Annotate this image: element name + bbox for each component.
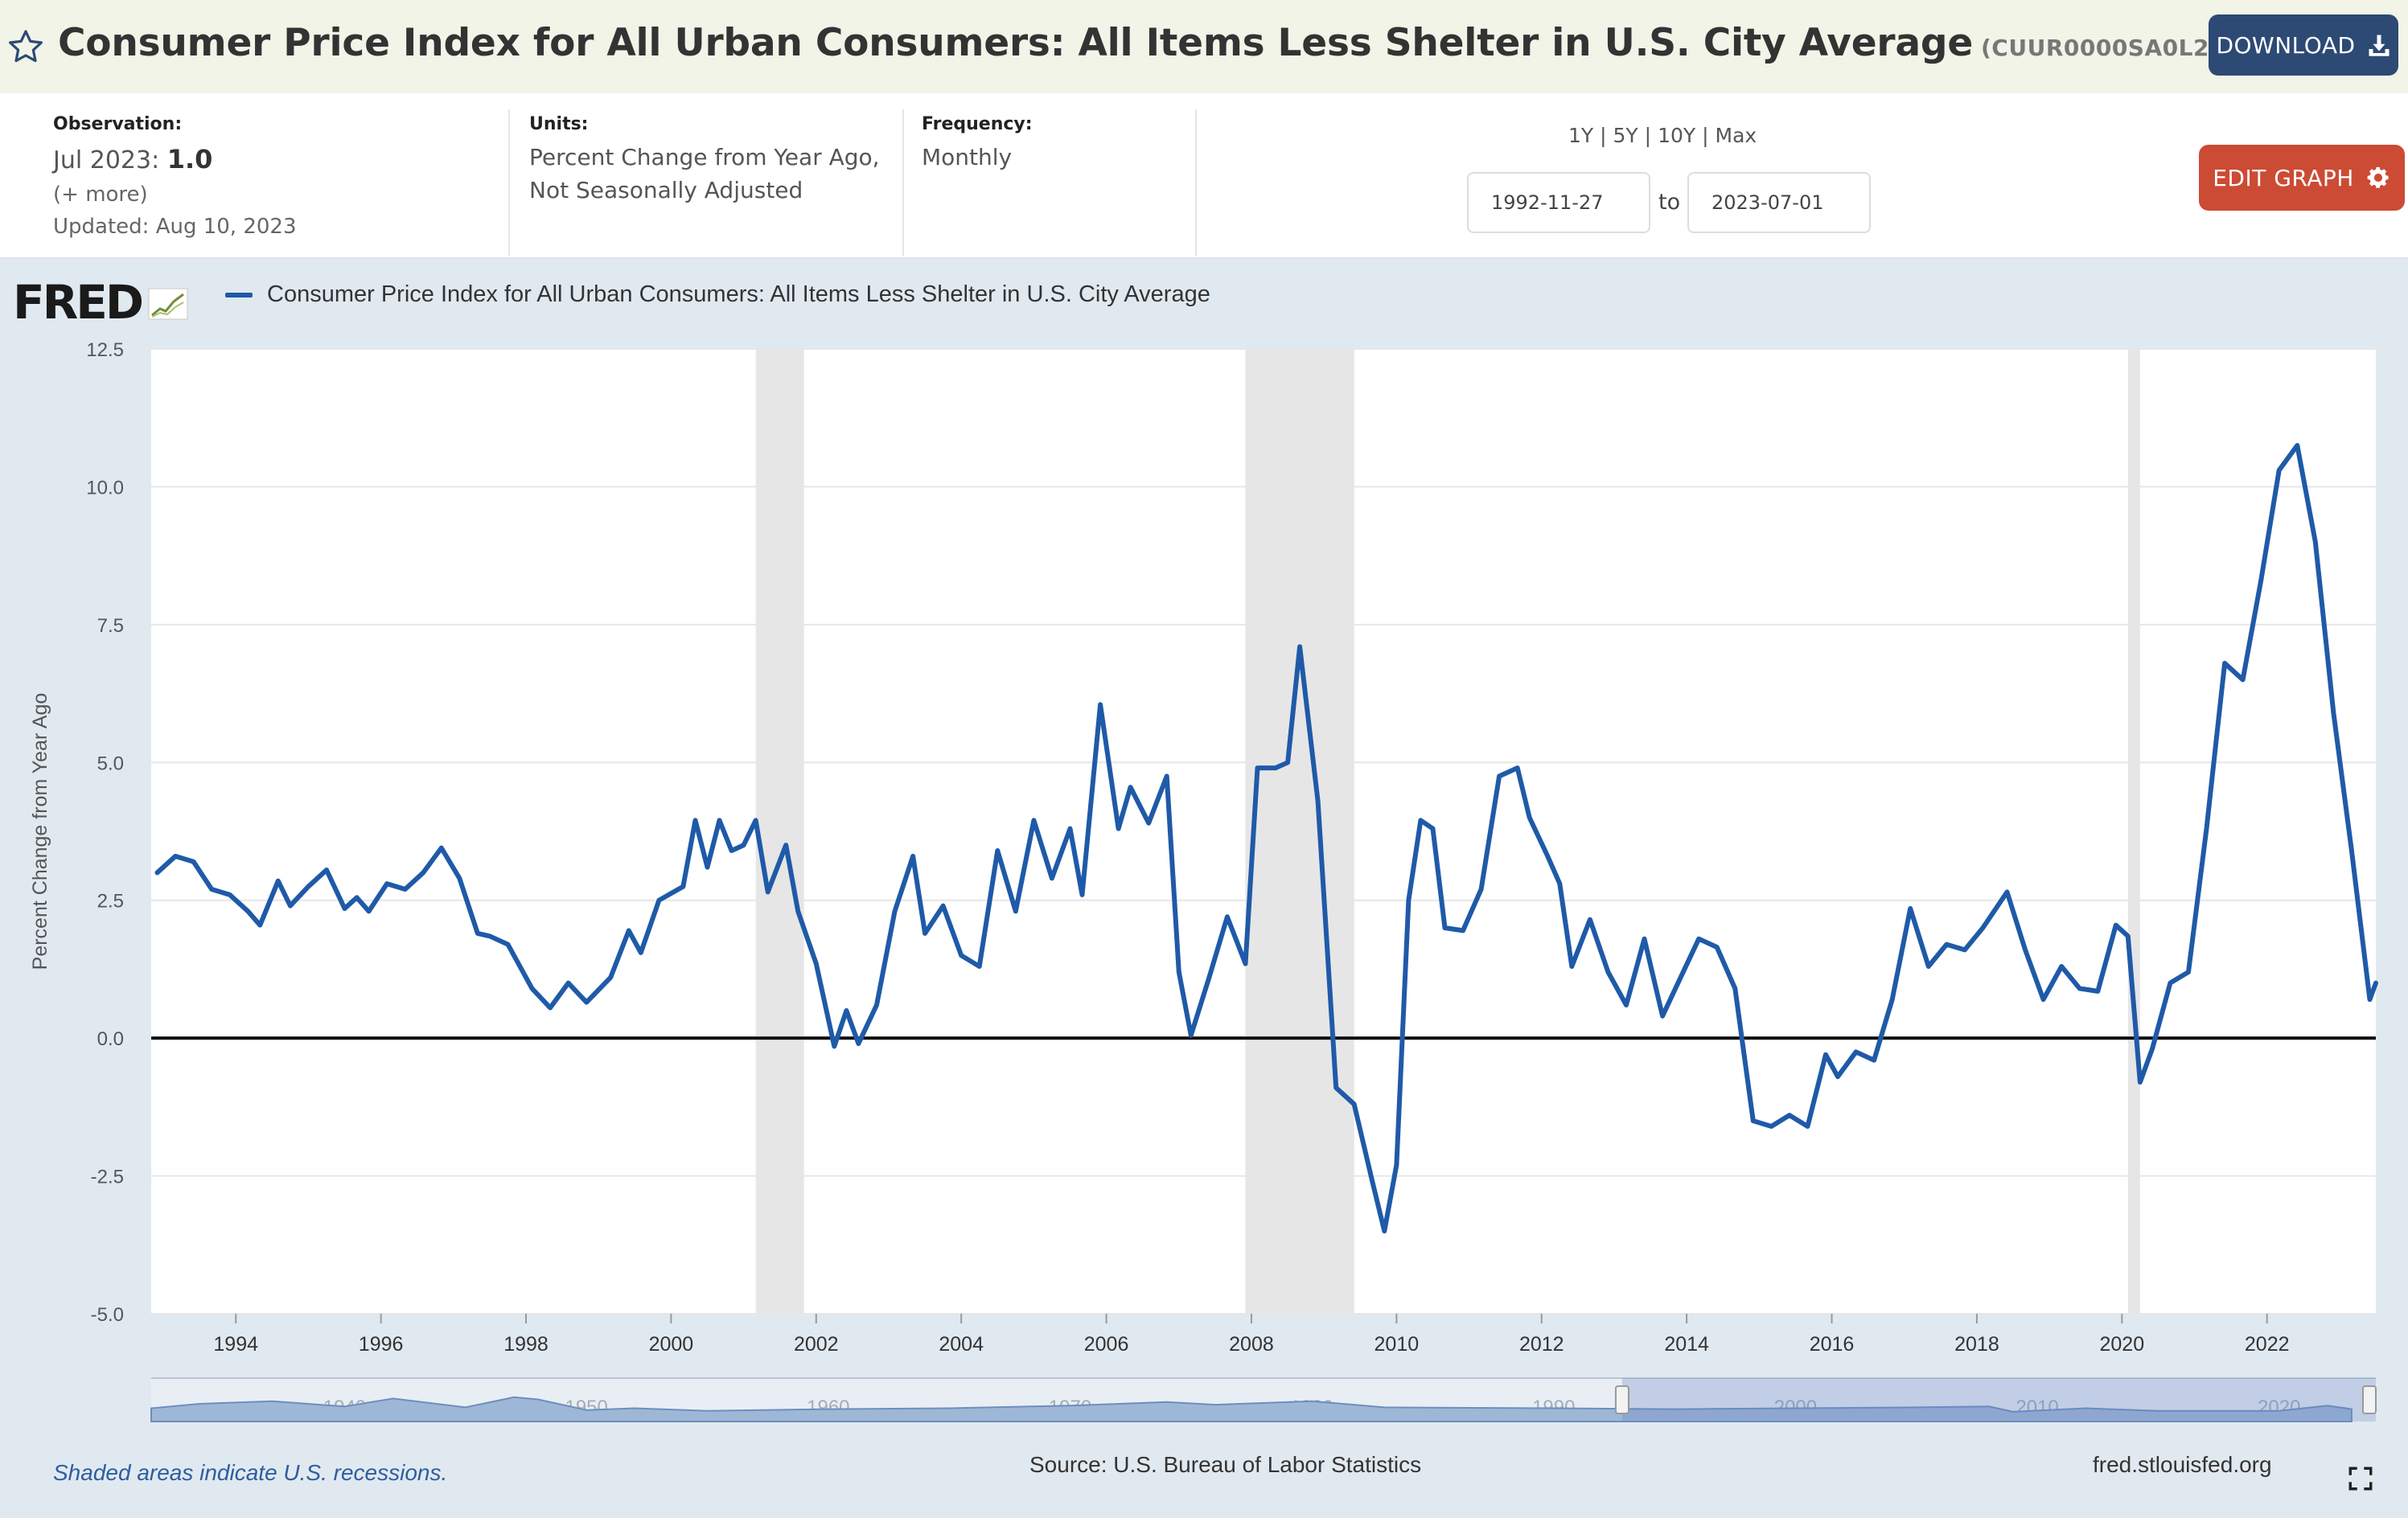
units-block: Units: Percent Change from Year Ago, Not… — [529, 114, 880, 203]
to-label: to — [1658, 190, 1681, 215]
y-tick-label: -2.5 — [91, 1167, 124, 1188]
y-tick-label: 5.0 — [97, 753, 124, 774]
units-label: Units: — [529, 114, 589, 134]
observation-date: Jul 2023: — [53, 146, 160, 174]
series-title: Consumer Price Index for All Urban Consu… — [58, 21, 1973, 65]
recession-band — [2127, 349, 2140, 1314]
y-tick-label: 2.5 — [97, 891, 124, 913]
legend-label: Consumer Price Index for All Urban Consu… — [267, 281, 1210, 307]
x-tick-label: 1998 — [503, 1333, 549, 1356]
fred-logo: FRED — [13, 275, 188, 330]
divider — [1195, 109, 1197, 256]
header-bar: Consumer Price Index for All Urban Consu… — [0, 0, 2408, 93]
fullscreen-icon[interactable] — [2347, 1465, 2374, 1492]
range-5y[interactable]: 5Y — [1613, 124, 1638, 147]
x-tick-label: 1994 — [213, 1333, 258, 1356]
legend-swatch — [225, 292, 253, 297]
y-tick-label: 10.0 — [86, 477, 124, 498]
navigator-handle-right — [2362, 1385, 2377, 1414]
recession-band — [1245, 349, 1354, 1314]
y-tick-label: 0.0 — [97, 1028, 124, 1050]
download-label: DOWNLOAD — [2216, 31, 2356, 59]
updated-date: Updated: Aug 10, 2023 — [53, 215, 297, 239]
range-separator: | — [1600, 124, 1607, 147]
x-tick-label: 2002 — [794, 1333, 839, 1356]
y-tick-label: 7.5 — [97, 615, 124, 637]
edit-graph-label: EDIT GRAPH — [2213, 164, 2354, 191]
range-1y[interactable]: 1Y — [1568, 124, 1594, 147]
range-separator: | — [1702, 124, 1709, 147]
x-tick-label: 2006 — [1084, 1333, 1129, 1356]
range-separator: | — [1644, 124, 1652, 147]
y-tick-label: -5.0 — [91, 1304, 124, 1326]
x-tick-label: 2012 — [1519, 1333, 1564, 1356]
observation-value: 1.0 — [166, 144, 213, 174]
download-icon — [2369, 35, 2390, 56]
x-tick-label: 2000 — [649, 1333, 694, 1356]
observation-block: Observation: Jul 2023: 1.0 (+ more) Upda… — [53, 114, 297, 239]
chart-area: 12.5 10.0 7.5 5.0 2.5 0.0 -2.5 -5.0 1994 1996 1998… — [0, 259, 2408, 1518]
chart-legend[interactable]: Consumer Price Index for All Urban Consu… — [225, 281, 1210, 308]
x-tick-label: 2016 — [1810, 1333, 1855, 1356]
fred-logo-mark — [148, 288, 188, 320]
units-line2: Not Seasonally Adjusted — [529, 177, 803, 203]
x-tick-label: 2018 — [1954, 1333, 1999, 1356]
series-info: Observation: Jul 2023: 1.0 (+ more) Upda… — [0, 93, 2408, 259]
navigator-selection — [1621, 1378, 2376, 1422]
range-max[interactable]: Max — [1715, 124, 1757, 147]
frequency-block: Frequency: Monthly — [922, 114, 1033, 170]
more-link[interactable]: (+ more) — [53, 183, 148, 207]
range-selector: 1Y | 5Y | 10Y | Max — [1568, 124, 1757, 147]
y-tick-label: 12.5 — [86, 339, 124, 361]
download-button[interactable]: DOWNLOAD — [2209, 14, 2398, 76]
recession-band — [755, 349, 804, 1314]
page-title: Consumer Price Index for All Urban Consu… — [58, 21, 2220, 65]
x-tick-label: 1996 — [359, 1333, 404, 1356]
observation-value-line: Jul 2023: 1.0 — [53, 144, 297, 174]
x-tick-label: 2020 — [2100, 1333, 2145, 1356]
frequency-label: Frequency: — [922, 114, 1033, 134]
frequency-value: Monthly — [922, 144, 1013, 170]
x-tick-label: 2008 — [1229, 1333, 1274, 1356]
recession-note: Shaded areas indicate U.S. recessions. — [53, 1460, 448, 1485]
x-tick-label: 2010 — [1375, 1333, 1420, 1356]
navigator-series-area — [150, 1396, 2353, 1422]
series-id: (CUUR0000SA0L2) — [1981, 35, 2221, 61]
navigator-handle-left — [1614, 1385, 1629, 1414]
divider — [508, 109, 510, 256]
chart-svg[interactable]: 12.5 10.0 7.5 5.0 2.5 0.0 -2.5 -5.0 1994 1996 1998… — [0, 259, 2408, 1518]
x-tick-label: 2014 — [1664, 1333, 1709, 1356]
source-credit[interactable]: Source: U.S. Bureau of Labor Statistics — [1029, 1452, 1422, 1477]
observation-label: Observation: — [53, 114, 183, 134]
start-date-input[interactable]: 1992-11-27 — [1467, 172, 1650, 233]
end-date-input[interactable]: 2023-07-01 — [1687, 172, 1871, 233]
x-tick-label: 2004 — [939, 1333, 984, 1356]
gear-icon — [2367, 166, 2389, 188]
edit-graph-button[interactable]: EDIT GRAPH — [2199, 145, 2405, 211]
x-tick-label: 2022 — [2245, 1333, 2290, 1356]
y-axis-label: Percent Change from Year Ago — [29, 693, 51, 970]
star-icon[interactable] — [6, 27, 45, 66]
divider — [902, 109, 904, 256]
series-line — [154, 443, 2378, 1234]
range-10y[interactable]: 10Y — [1658, 124, 1696, 147]
site-link[interactable]: fred.stlouisfed.org — [2093, 1452, 2272, 1477]
units-line1: Percent Change from Year Ago, — [529, 144, 880, 170]
